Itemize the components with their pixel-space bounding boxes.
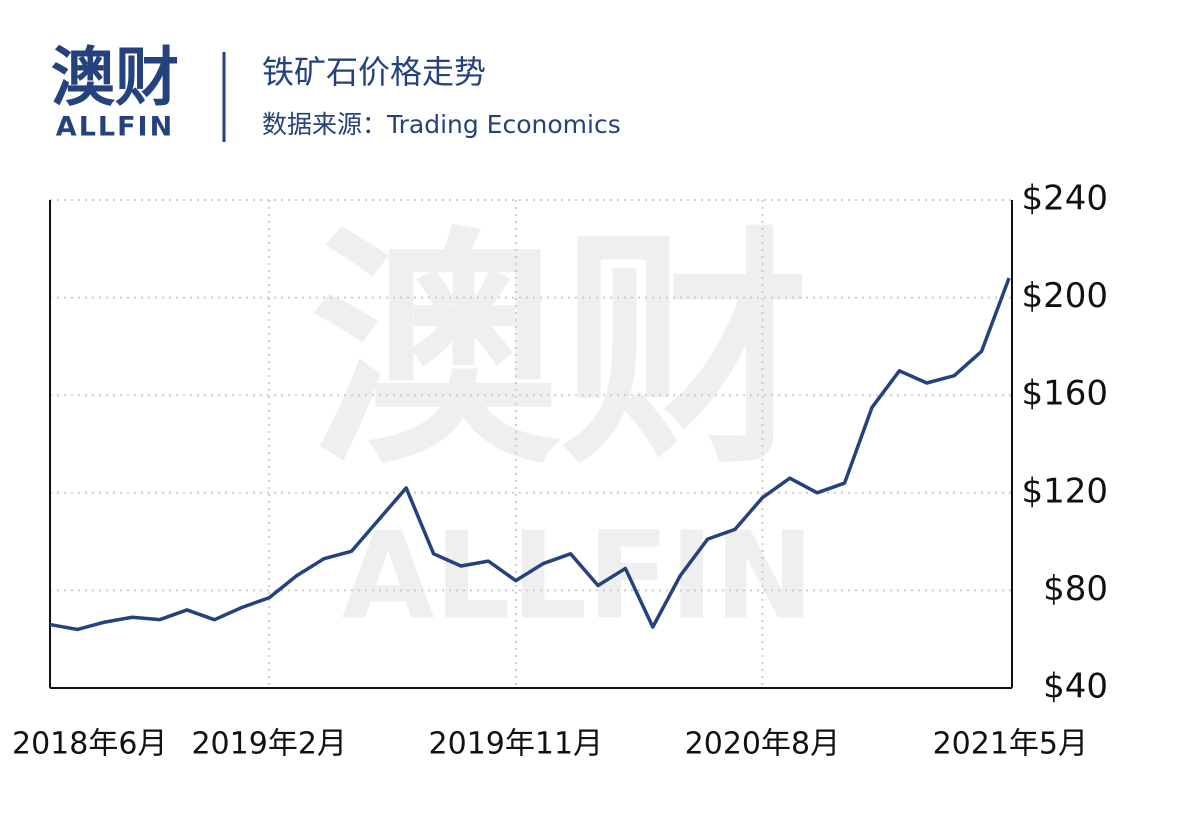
y-tick-label: $40	[1043, 667, 1108, 707]
x-tick-label: 2021年5月	[933, 727, 1088, 762]
logo-en: ALLFIN	[56, 112, 174, 143]
logo-cn: 澳财	[51, 42, 179, 116]
y-tick-label: $80	[1043, 569, 1108, 609]
y-tick-label: $120	[1021, 471, 1108, 511]
chart-title: 铁矿石价格走势	[262, 53, 486, 91]
x-tick-label: 2020年8月	[685, 727, 840, 762]
y-tick-label: $240	[1021, 179, 1108, 219]
chart-subtitle: 数据来源：Trading Economics	[262, 110, 621, 139]
y-tick-label: $200	[1021, 276, 1108, 316]
price-line	[49, 277, 1011, 632]
x-tick-label: 2019年11月	[429, 727, 604, 762]
x-tick-label: 2018年6月	[12, 727, 167, 762]
y-tick-label: $160	[1021, 374, 1108, 414]
watermark-cn: 澳财	[310, 206, 810, 497]
watermark-en: ALLFIN	[342, 508, 815, 647]
x-tick-label: 2019年2月	[191, 727, 346, 762]
